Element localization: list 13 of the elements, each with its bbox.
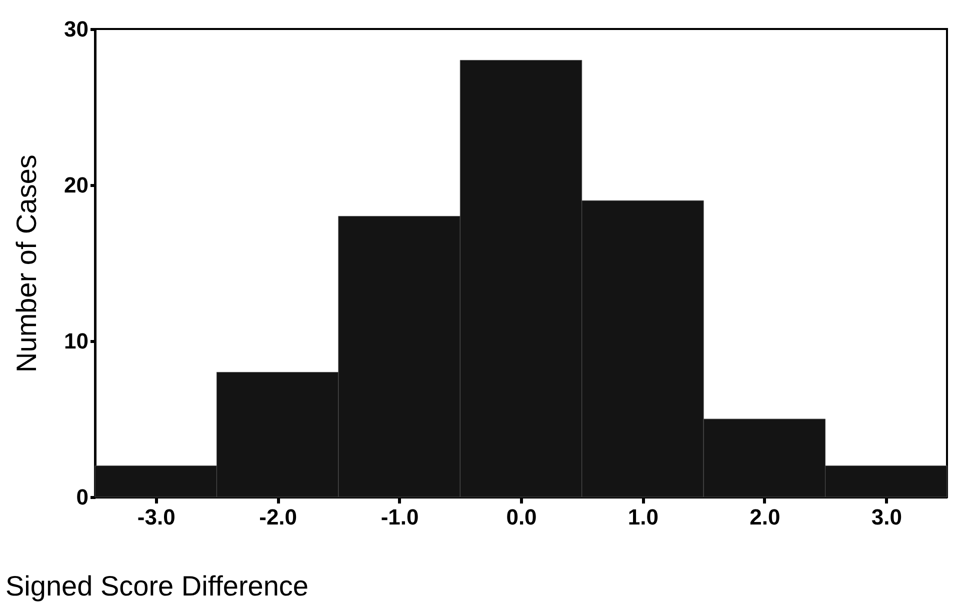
x-tick-label: -2.0	[259, 504, 298, 530]
y-axis-title: Number of Cases	[11, 154, 42, 372]
y-tick-label: 20	[64, 172, 88, 198]
x-tick-label: 1.0	[628, 504, 659, 530]
x-tick-label: 2.0	[750, 504, 780, 530]
x-tick-label: -3.0	[137, 504, 176, 530]
x-tick-label: 0.0	[506, 504, 537, 530]
x-axis-title: Signed Score Difference	[6, 570, 308, 602]
y-tick-label: 0	[76, 484, 88, 510]
x-tick-label: 3.0	[871, 504, 902, 530]
x-tick-label: -1.0	[380, 504, 419, 530]
y-tick-label: 30	[64, 16, 88, 42]
y-tick-label: 10	[64, 328, 88, 354]
